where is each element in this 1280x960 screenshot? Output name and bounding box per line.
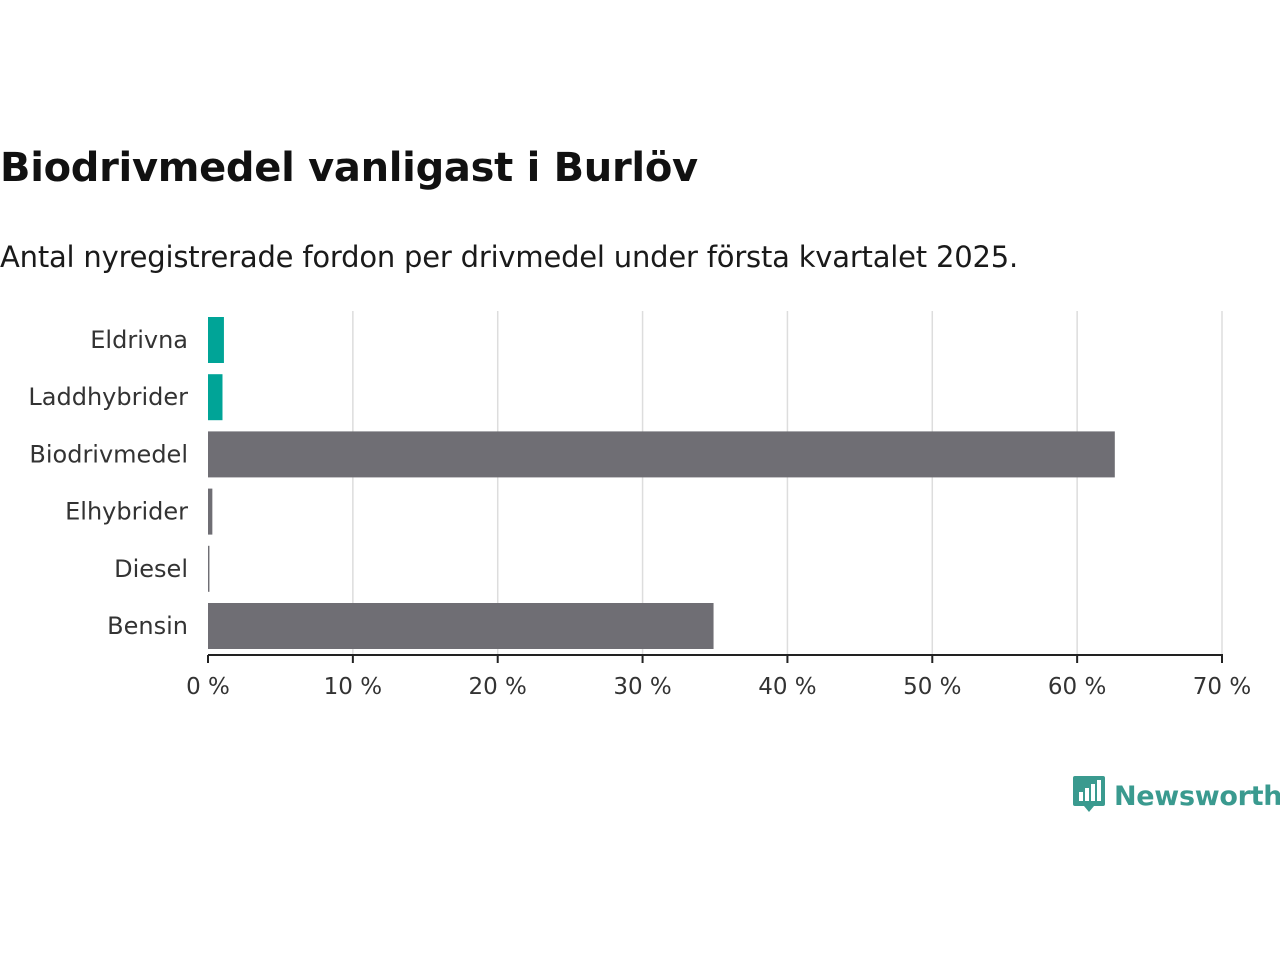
bar-elhybrider <box>208 488 213 535</box>
newsworthy-logo: Newsworthy <box>1072 774 1280 818</box>
x-tick-label-50: 50 % <box>903 674 961 700</box>
x-axis: 0 % 10 % 20 % 30 % 40 % 50 % 60 % 70 % <box>186 654 1251 700</box>
gridlines <box>352 311 1223 655</box>
category-label-bensin: Bensin <box>107 612 188 640</box>
x-tick-label-0: 0 % <box>186 674 230 700</box>
bar-laddhybrider <box>208 374 223 421</box>
x-tick-label-10: 10 % <box>324 674 382 700</box>
bar-diesel <box>208 545 210 592</box>
category-label-diesel: Diesel <box>114 555 188 583</box>
category-label-elhybrider: Elhybrider <box>65 498 188 526</box>
x-tick-label-20: 20 % <box>468 674 526 700</box>
category-label-eldrivna: Eldrivna <box>90 326 188 354</box>
x-tick-label-60: 60 % <box>1048 674 1106 700</box>
category-labels: Eldrivna Laddhybrider Biodrivmedel Elhybrid… <box>28 326 188 640</box>
bar-bensin <box>208 603 714 649</box>
category-label-biodrivmedel: Biodrivmedel <box>29 440 188 468</box>
x-tick-label-40: 40 % <box>758 674 816 700</box>
bar-biodrivmedel <box>208 431 1115 478</box>
x-tick-label-70: 70 % <box>1193 674 1251 700</box>
bar-eldrivna <box>208 317 224 363</box>
x-tick-label-30: 30 % <box>613 674 671 700</box>
chart-title: Biodrivmedel vanligast i Burlöv <box>0 145 698 191</box>
bar-chart-speech-bubble-icon <box>1072 772 1106 820</box>
chart-subtitle: Antal nyregistrerade fordon per drivmede… <box>0 240 1019 274</box>
brand-name: Newsworthy <box>1114 780 1280 812</box>
bar-chart: 0 % 10 % 20 % 30 % 40 % 50 % 60 % 70 % Eldrivna… <box>28 311 1251 700</box>
bars <box>208 317 1115 649</box>
category-label-laddhybrider: Laddhybrider <box>28 383 188 411</box>
